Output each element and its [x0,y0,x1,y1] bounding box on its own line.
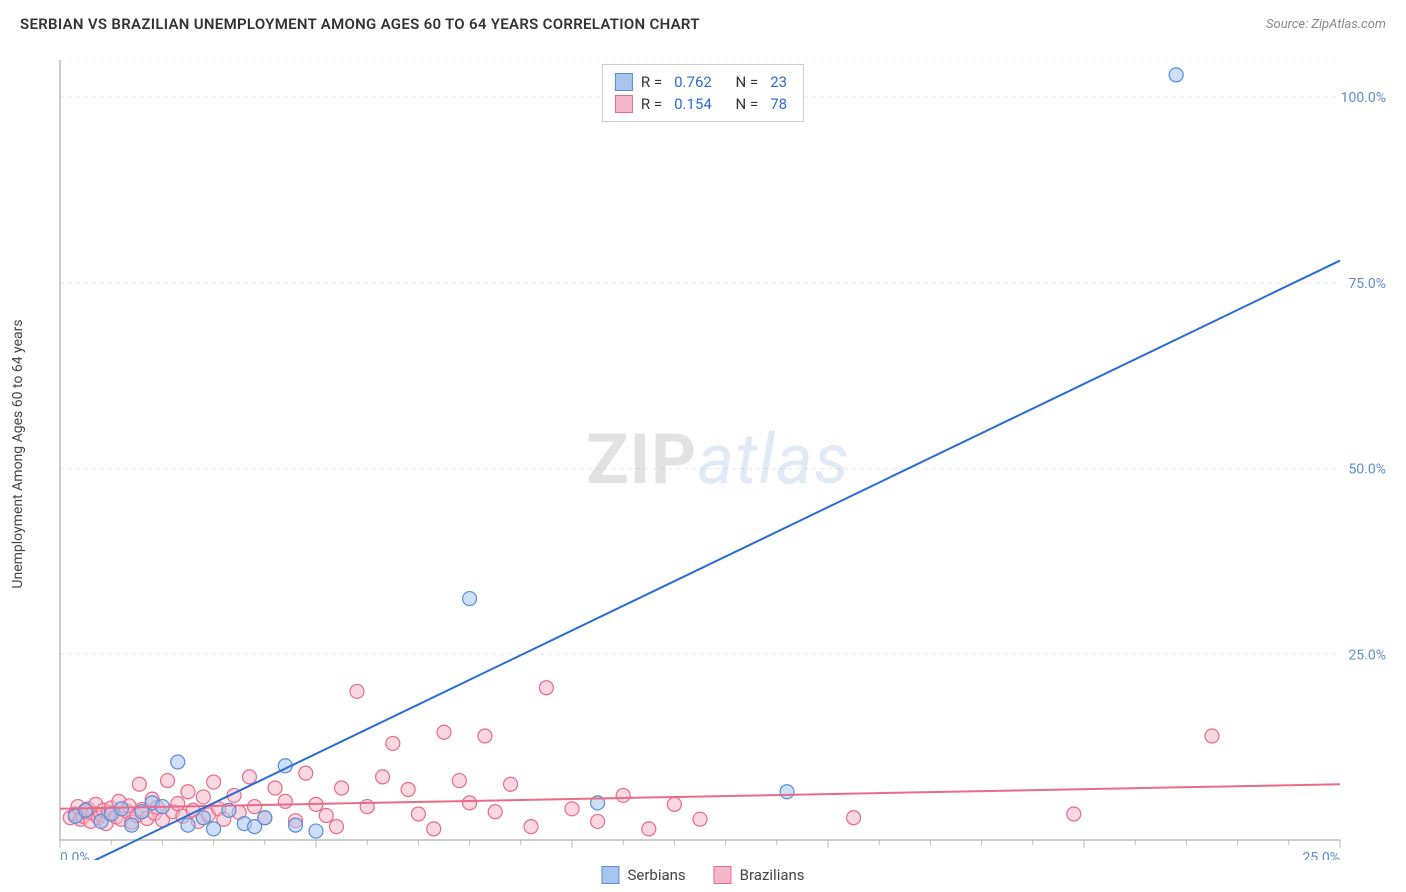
source-attribution: Source: ZipAtlas.com [1266,17,1386,32]
legend-item-serbians: Serbians [601,866,685,884]
r-label: R = [641,95,662,113]
y-axis-label: Unemployment Among Ages 60 to 64 years [10,319,26,588]
svg-text:25.0%: 25.0% [1348,647,1386,663]
svg-text:75.0%: 75.0% [1348,276,1386,292]
swatch-brazilians [714,866,732,884]
r-value-brazilians: 0.154 [674,95,712,113]
r-label: R = [641,73,662,91]
svg-text:25.0%: 25.0% [1302,850,1340,860]
chart-svg: 25.0% 50.0% 75.0% 100.0% 0.0% 25.0% [48,60,1388,860]
n-value-serbians: 23 [770,73,787,91]
swatch-serbians [615,73,633,91]
svg-text:0.0%: 0.0% [60,850,90,860]
legend-row-brazilians: R = 0.154 N = 78 [615,93,791,115]
correlation-legend: R = 0.762 N = 23 R = 0.154 N = 78 [602,64,804,122]
svg-text:50.0%: 50.0% [1348,462,1386,478]
legend-item-brazilians: Brazilians [714,866,805,884]
legend-label-brazilians: Brazilians [740,866,805,884]
series-legend: Serbians Brazilians [601,866,804,884]
swatch-brazilians [615,95,633,113]
legend-label-serbians: Serbians [627,866,685,884]
swatch-serbians [601,866,619,884]
r-value-serbians: 0.762 [674,73,712,91]
legend-row-serbians: R = 0.762 N = 23 [615,71,791,93]
n-label: N = [736,95,759,113]
chart-title: SERBIAN VS BRAZILIAN UNEMPLOYMENT AMONG … [20,15,700,33]
svg-text:100.0%: 100.0% [1341,90,1386,106]
chart-area: 25.0%50.0%75.0%100.0%0.0%25.0% ZIPatlas [48,60,1388,860]
n-value-brazilians: 78 [770,95,787,113]
header: SERBIAN VS BRAZILIAN UNEMPLOYMENT AMONG … [0,0,1406,48]
n-label: N = [736,73,759,91]
